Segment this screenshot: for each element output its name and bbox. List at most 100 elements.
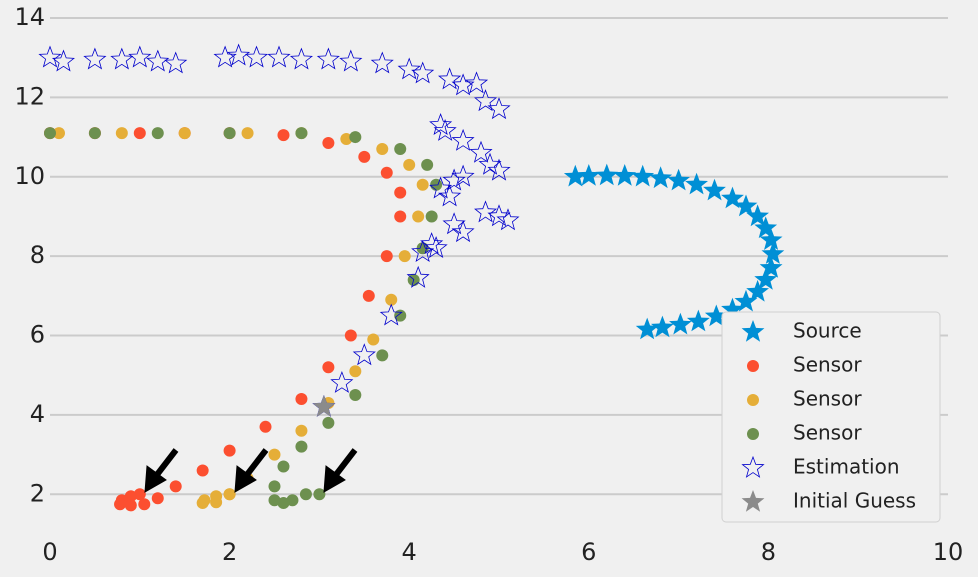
sensor-point: [322, 137, 335, 150]
sensor-point: [425, 210, 438, 223]
estimation-point: [267, 45, 291, 68]
arrows: [144, 448, 358, 493]
legend-label: Sensor: [793, 421, 862, 445]
estimation-point: [38, 45, 62, 68]
estimation-point: [379, 303, 403, 326]
star-point: [721, 297, 744, 320]
estimation-point: [437, 184, 462, 207]
sensor-point: [259, 420, 272, 433]
estimation-point: [451, 128, 475, 151]
y-tick-label: 6: [30, 321, 45, 349]
estimation-point: [433, 118, 457, 141]
y-tick-label: 14: [14, 3, 45, 31]
sensor-point: [223, 488, 236, 501]
estimation-point: [474, 200, 498, 223]
sensor-point: [349, 131, 362, 144]
estimation-point: [424, 236, 448, 259]
estimation-point: [164, 51, 188, 74]
arrow: [243, 448, 269, 478]
y-tick-label: 12: [14, 82, 45, 110]
estimation-point: [478, 152, 502, 175]
sensor-point: [223, 444, 236, 457]
sensor-point: [178, 127, 191, 140]
sensor-point: [133, 488, 146, 501]
estimation-point: [397, 57, 421, 80]
sensor-point: [44, 127, 56, 140]
sensor-point: [376, 349, 389, 362]
star-point: [734, 194, 758, 217]
estimation-point: [110, 47, 134, 70]
arrow-head: [234, 465, 257, 493]
legend-marker: [741, 455, 765, 478]
star-point: [754, 268, 778, 290]
estimation-point: [451, 220, 475, 243]
estimation-point: [442, 168, 466, 191]
x-tick-label: 0: [42, 538, 57, 566]
sensor-point: [88, 127, 101, 140]
sensor-point: [394, 186, 407, 199]
star-point: [754, 216, 778, 239]
sensor-point: [421, 158, 434, 171]
estimation-point: [406, 265, 430, 288]
sensor-point: [268, 494, 281, 507]
sensor-point: [394, 309, 407, 322]
estimation-point: [51, 49, 75, 72]
star-point: [746, 279, 769, 302]
estimation-point: [128, 45, 152, 68]
arrow: [153, 448, 179, 478]
estimation-point: [226, 43, 251, 66]
star-point: [686, 309, 710, 332]
estimation-point: [464, 71, 489, 94]
arrow-head: [323, 465, 346, 493]
estimation-point: [370, 51, 394, 74]
estimation-point: [474, 89, 498, 112]
sensor-point: [340, 133, 353, 146]
sensor-point: [322, 416, 335, 429]
y-tick-label: 2: [30, 479, 45, 507]
arrow: [332, 448, 358, 478]
sensor-point: [268, 480, 281, 493]
estimation-point: [352, 343, 376, 366]
estimation-point: [496, 208, 520, 231]
estimation-point: [469, 140, 493, 163]
estimation-point: [437, 67, 462, 90]
sensor-point: [380, 250, 393, 263]
y-tick-label: 10: [14, 162, 45, 190]
estimation-point: [245, 45, 269, 68]
estimation-point: [83, 47, 107, 70]
sensor-point: [416, 178, 429, 191]
sensor-point: [349, 365, 362, 378]
estimation-point: [316, 47, 340, 70]
estimation-point: [451, 164, 475, 187]
sensor-point: [196, 464, 209, 477]
star-point: [685, 172, 708, 195]
sensor-point: [277, 460, 290, 473]
star-point: [721, 186, 744, 209]
star-point: [759, 228, 783, 250]
sensor-point: [114, 498, 127, 511]
x-tick-label: 6: [581, 538, 596, 566]
sensor-point: [398, 250, 411, 263]
sensor-point: [344, 329, 357, 342]
sensor-point: [412, 210, 425, 223]
estimation-point: [487, 158, 511, 181]
sensor-point: [52, 127, 65, 140]
estimation-point: [289, 47, 313, 70]
estimation-point: [411, 61, 435, 84]
star-point: [613, 164, 637, 186]
legend-marker: [741, 490, 765, 512]
star-point: [746, 204, 769, 227]
sensor-point: [299, 488, 312, 501]
legend-marker: [747, 360, 759, 372]
sensor-point: [295, 424, 308, 437]
star-point: [759, 256, 783, 278]
sensor-point: [380, 166, 393, 179]
sensor-point: [151, 127, 164, 140]
sensor-point: [385, 293, 398, 306]
sensor-point: [210, 496, 223, 509]
estimation-point: [330, 370, 354, 393]
y-tick-label: 4: [30, 400, 45, 428]
legend-label: Initial Guess: [793, 489, 916, 513]
